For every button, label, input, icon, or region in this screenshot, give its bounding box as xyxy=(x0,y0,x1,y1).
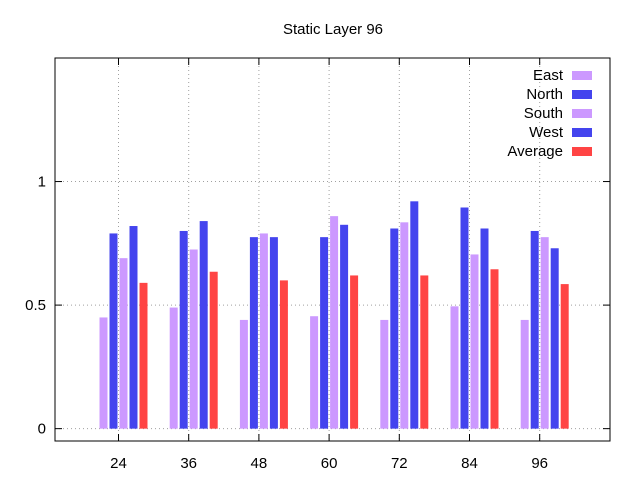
legend-swatch-average xyxy=(572,147,592,156)
bar-average-48 xyxy=(279,280,288,429)
bar-south-72 xyxy=(400,222,409,429)
bar-average-84 xyxy=(490,269,499,429)
plot-frame xyxy=(54,57,611,442)
bar-east-84 xyxy=(450,306,459,429)
y-tick-label: 0.5 xyxy=(25,297,46,314)
axis-ticks: 0 0.5 1 24 36 48 60 72 84 96 xyxy=(25,58,610,472)
bar-south-24 xyxy=(119,258,128,429)
bar-west-24 xyxy=(129,226,138,429)
bar-average-36 xyxy=(209,271,218,429)
legend-label-average: Average xyxy=(507,143,563,160)
x-tick-label: 60 xyxy=(321,455,338,472)
bar-south-36 xyxy=(189,249,198,429)
bar-south-84 xyxy=(470,254,479,429)
bar-east-36 xyxy=(169,307,178,429)
bar-average-60 xyxy=(350,275,359,429)
x-tick-label: 96 xyxy=(531,455,548,472)
bar-north-72 xyxy=(390,228,399,429)
bar-west-36 xyxy=(199,221,208,429)
bar-average-96 xyxy=(560,284,569,429)
x-tick-label: 84 xyxy=(461,455,478,472)
y-tick-label: 1 xyxy=(38,174,46,191)
bar-west-84 xyxy=(480,228,489,429)
bar-average-24 xyxy=(139,282,148,429)
legend-label-south: South xyxy=(524,105,563,122)
bar-north-96 xyxy=(530,230,539,429)
x-tick-label: 48 xyxy=(251,455,268,472)
legend-swatch-south xyxy=(572,109,592,118)
bars xyxy=(99,201,569,429)
bar-average-72 xyxy=(420,275,429,429)
legend-label-west: West xyxy=(529,124,564,141)
x-tick-label: 72 xyxy=(391,455,408,472)
bar-north-60 xyxy=(320,237,329,429)
bar-west-72 xyxy=(410,201,419,429)
legend-swatch-west xyxy=(572,128,592,137)
bar-west-60 xyxy=(340,224,349,429)
bar-east-24 xyxy=(99,317,108,429)
legend: East North South West Average xyxy=(507,67,592,160)
bar-south-96 xyxy=(540,237,549,429)
legend-label-east: East xyxy=(533,67,564,84)
chart-title: Static Layer 96 xyxy=(283,21,383,38)
x-tick-label: 36 xyxy=(180,455,197,472)
y-tick-label: 0 xyxy=(38,421,46,438)
bar-west-96 xyxy=(550,248,559,429)
bar-east-48 xyxy=(239,319,248,429)
legend-swatch-east xyxy=(572,71,592,80)
bar-south-48 xyxy=(259,233,268,429)
legend-label-north: North xyxy=(526,86,563,103)
legend-swatch-north xyxy=(572,90,592,99)
bar-east-60 xyxy=(310,316,319,429)
bar-north-24 xyxy=(109,233,118,429)
bar-east-96 xyxy=(520,319,529,429)
bar-west-48 xyxy=(269,237,278,429)
bar-north-84 xyxy=(460,207,469,429)
bar-south-60 xyxy=(330,216,339,429)
bar-north-36 xyxy=(179,230,188,429)
bar-east-72 xyxy=(380,319,389,429)
x-tick-label: 24 xyxy=(110,455,127,472)
bar-north-48 xyxy=(249,237,258,429)
